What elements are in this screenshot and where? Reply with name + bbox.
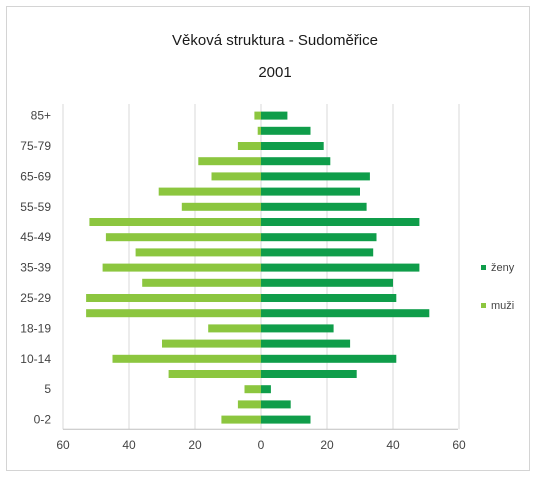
bar-zeny-45-49 <box>261 233 377 241</box>
bar-zeny-15-17 <box>261 340 350 348</box>
bar-muzi-5 <box>245 385 262 393</box>
bar-zeny-60-64 <box>261 188 360 196</box>
x-tick-label: 60 <box>56 438 70 452</box>
x-tick-label: 0 <box>258 438 265 452</box>
bar-zeny-20-24 <box>261 309 429 317</box>
age-label: 10-14 <box>20 352 51 366</box>
age-label: 5 <box>44 382 51 396</box>
legend-swatch-muzi <box>481 303 486 308</box>
legend-label-muzi: muži <box>491 300 514 312</box>
bar-zeny-50-54 <box>261 218 419 226</box>
bar-muzi-0-2 <box>221 416 261 424</box>
bar-zeny-30-34 <box>261 279 393 287</box>
bar-zeny-65-69 <box>261 172 370 180</box>
chart-title: Věková struktura - Sudoměřice 2001 <box>172 32 378 81</box>
age-label: 0-2 <box>34 413 52 427</box>
chart-title-line-2: 2001 <box>258 64 291 81</box>
bar-zeny-10-14 <box>261 355 396 363</box>
x-tick-label: 40 <box>386 438 400 452</box>
bar-zeny-40-44 <box>261 248 373 256</box>
bar-muzi-50-54 <box>89 218 261 226</box>
bar-zeny-55-59 <box>261 203 367 211</box>
bar-muzi-45-49 <box>106 233 261 241</box>
population-pyramid-chart: Věková struktura - Sudoměřice 2001 0-2 5 1… <box>7 7 531 472</box>
bar-muzi-25-29 <box>86 294 261 302</box>
chart-frame: Věková struktura - Sudoměřice 2001 0-2 5 1… <box>6 6 530 471</box>
bar-muzi-75-79 <box>238 142 261 150</box>
bar-zeny-75-79 <box>261 142 324 150</box>
age-label: 75-79 <box>20 139 51 153</box>
bar-muzi-35-39 <box>103 264 261 272</box>
age-label: 35-39 <box>20 261 51 275</box>
age-label: 65-69 <box>20 169 51 183</box>
bar-muzi-65-69 <box>212 172 262 180</box>
x-tick-label: 20 <box>320 438 334 452</box>
x-tick-label: 20 <box>188 438 202 452</box>
age-label: 18-19 <box>20 321 51 335</box>
bar-muzi-15-17 <box>162 340 261 348</box>
bar-muzi-6-9 <box>169 370 261 378</box>
value-axis-labels: 60 40 20 0 20 40 60 <box>56 438 466 452</box>
legend-swatch-zeny <box>481 265 486 270</box>
bar-zeny-25-29 <box>261 294 396 302</box>
x-tick-label: 60 <box>452 438 466 452</box>
bar-muzi-18-19 <box>208 324 261 332</box>
bar-muzi-55-59 <box>182 203 261 211</box>
x-tick-label: 40 <box>122 438 136 452</box>
bar-muzi-60-64 <box>159 188 261 196</box>
legend: ženy muži <box>481 262 515 312</box>
bar-muzi-3-4 <box>238 400 261 408</box>
bar-muzi-10-14 <box>113 355 262 363</box>
bars <box>86 112 429 424</box>
bar-zeny-0-2 <box>261 416 311 424</box>
bar-muzi-40-44 <box>136 248 261 256</box>
bar-muzi-80-84 <box>258 127 261 135</box>
age-label: 45-49 <box>20 230 51 244</box>
bar-zeny-5 <box>261 385 271 393</box>
legend-label-zeny: ženy <box>491 262 515 274</box>
bar-zeny-85+ <box>261 112 287 120</box>
age-axis-labels: 0-2 5 10-14 18-19 25-29 35-39 45-49 55-59 65-69 7… <box>20 109 51 427</box>
bar-muzi-30-34 <box>142 279 261 287</box>
chart-title-line-1: Věková struktura - Sudoměřice <box>172 32 378 49</box>
age-label: 85+ <box>31 109 51 123</box>
bar-zeny-3-4 <box>261 400 291 408</box>
age-label: 25-29 <box>20 291 51 305</box>
bar-zeny-80-84 <box>261 127 311 135</box>
bar-zeny-18-19 <box>261 324 334 332</box>
bar-muzi-85+ <box>254 112 261 120</box>
bar-zeny-35-39 <box>261 264 419 272</box>
bar-zeny-6-9 <box>261 370 357 378</box>
bar-muzi-70-74 <box>198 157 261 165</box>
bar-muzi-20-24 <box>86 309 261 317</box>
bar-zeny-70-74 <box>261 157 330 165</box>
age-label: 55-59 <box>20 200 51 214</box>
